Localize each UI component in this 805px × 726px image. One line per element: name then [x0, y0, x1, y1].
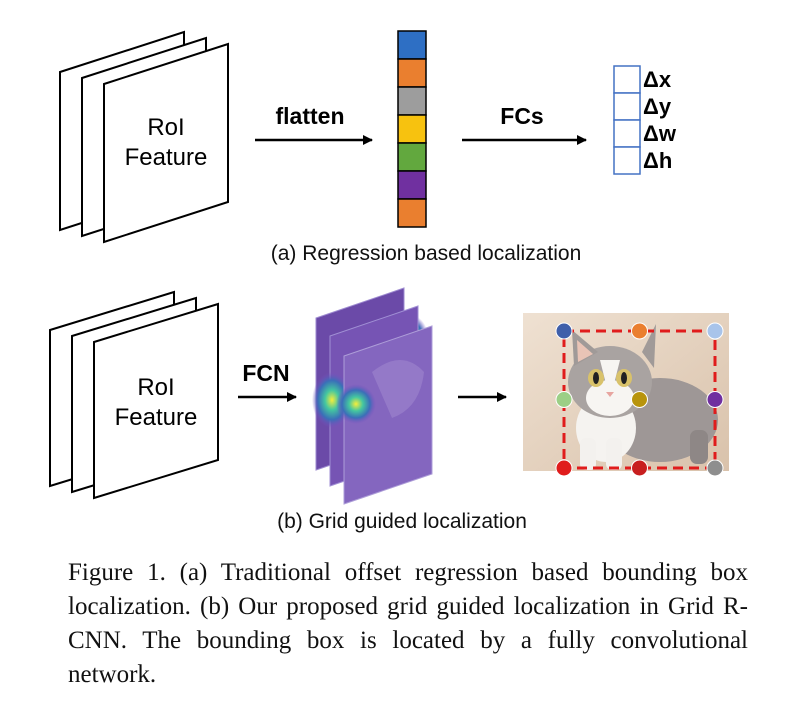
- vector-cell: [397, 142, 427, 172]
- fcs-arrow: FCs: [462, 103, 587, 145]
- subcaption-b: (b) Grid guided localization: [277, 510, 527, 533]
- fcs-label: FCs: [500, 103, 543, 129]
- fcn-arrow: FCN: [238, 360, 297, 402]
- roi-label-b: RoI: [137, 374, 174, 401]
- roi-feature-stack-b: RoI Feature: [49, 290, 219, 500]
- grid-point: [631, 459, 648, 477]
- grid-point: [631, 391, 648, 408]
- output-label: Δx: [643, 67, 672, 92]
- vector-cell: [397, 114, 427, 144]
- output-label: Δh: [643, 148, 672, 173]
- cat-image: [523, 313, 729, 471]
- flatten-arrow: flatten: [255, 103, 373, 145]
- output-label: Δw: [643, 121, 677, 146]
- feature-label-b: Feature: [115, 404, 198, 431]
- grid-point: [555, 391, 573, 408]
- vector-cell: [397, 86, 427, 116]
- flattened-vector: [397, 30, 427, 228]
- grid-point: [555, 459, 573, 477]
- output-cell: [613, 65, 641, 94]
- figure-caption: Figure 1. (a) Traditional offset regress…: [68, 559, 748, 688]
- output-cell: [613, 146, 641, 175]
- roi-feature-stack-a: RoI Feature: [59, 30, 229, 244]
- vector-cell: [397, 198, 427, 228]
- flatten-label: flatten: [276, 103, 345, 129]
- grid-point: [706, 322, 724, 340]
- grid-point: [706, 459, 724, 477]
- subcaption-a: (a) Regression based localization: [271, 242, 582, 265]
- grid-point: [706, 391, 724, 408]
- output-cell: [613, 119, 641, 148]
- grid-points: [555, 322, 724, 477]
- output-cell: [613, 92, 641, 121]
- vector-cell: [397, 30, 427, 60]
- fcn-label: FCN: [242, 360, 289, 386]
- roi-label-a: RoI: [147, 114, 184, 141]
- output-label: Δy: [643, 94, 672, 119]
- heatmap-front: [336, 325, 433, 505]
- vector-cell: [397, 58, 427, 88]
- feature-label-a: Feature: [125, 144, 208, 171]
- vector-cell: [397, 170, 427, 200]
- panel-b: RoI Feature FCN: [49, 287, 729, 533]
- heatmap-stack: [312, 287, 433, 505]
- grid-point: [631, 322, 648, 340]
- grid-point: [555, 322, 573, 340]
